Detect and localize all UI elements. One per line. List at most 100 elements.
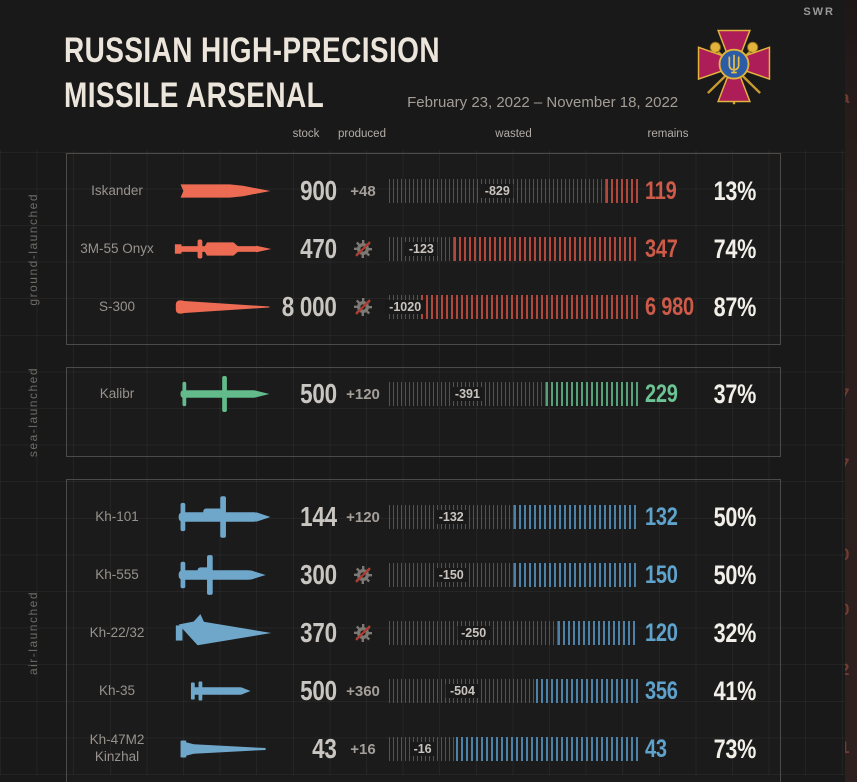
produced-value: +16	[350, 740, 376, 758]
group-label: ground-launched	[26, 192, 40, 306]
remains-hatch	[453, 237, 638, 261]
remains-hatch	[513, 563, 638, 588]
group-panel: Kalibr 500 +120 -391 229 37%	[66, 367, 781, 458]
remains-hatch	[456, 737, 638, 762]
missile-name: Kh-555	[95, 566, 139, 582]
missile-row: Kh-101 144 +120 -132 132 50%	[67, 488, 780, 546]
missile-name: 3M-55 Onyx	[80, 240, 154, 256]
produced-value: +120	[346, 508, 380, 526]
missile-row: Iskander 900 +48 -829 119 13%	[67, 162, 780, 220]
remains-percent: 73%	[713, 733, 756, 764]
no-production-gear-icon	[354, 624, 372, 643]
missile-row: Kh-35 500 +360 -504 356 41%	[67, 662, 780, 720]
remains-value: 6 980	[645, 292, 694, 321]
remains-percent: 87%	[713, 291, 756, 322]
stock-value: 300	[300, 559, 337, 591]
missile-name: Kh-22/32	[89, 624, 145, 640]
wasted-remains-bar: -123	[389, 236, 638, 262]
group-panel: Iskander 900 +48 -829 119 13% 3M-55 Onyx 470 -12…	[66, 153, 781, 345]
group-ground-launched: ground-launched Iskander 900 +48 -829 119 13% 3…	[0, 153, 857, 345]
missile-row: Kh-22/32 370 -250 120 32%	[67, 604, 780, 662]
stock-value: 370	[300, 617, 337, 649]
remains-percent: 37%	[713, 378, 756, 409]
remains-percent: 50%	[713, 559, 756, 590]
remains-value: 120	[645, 618, 678, 647]
remains-value: 132	[645, 502, 678, 531]
stock-value: 144	[300, 501, 337, 533]
page-header: RUSSIAN HIGH-PRECISION MISSILE ARSENAL F…	[64, 28, 857, 118]
missile-name: Kh-47M2 Kinzhal	[89, 732, 145, 765]
no-production-gear-icon	[354, 240, 372, 258]
wasted-value: -16	[409, 742, 436, 757]
missile-name: Kh-35	[98, 682, 136, 698]
produced-value	[337, 622, 389, 644]
missile-row: Kh-555 300 -150 150 50%	[67, 546, 780, 604]
kinzhal-missile-icon	[167, 727, 277, 771]
missile-row: 3M-55 Onyx 470 -123 347 74%	[67, 220, 780, 278]
stock-value: 470	[300, 233, 337, 264]
col-header-remains: remains	[647, 128, 689, 140]
wasted-value: -504	[445, 684, 479, 699]
wasted-value: -829	[480, 184, 514, 198]
edge-fragment: 1	[845, 738, 849, 758]
remains-hatch	[421, 295, 638, 319]
missile-name: Kalibr	[99, 385, 135, 401]
group-air-launched: air-launched Kh-101 144 +120 -132 132 50% Kh-55…	[0, 479, 857, 782]
produced-value	[337, 238, 389, 260]
missile-groups: ground-launched Iskander 900 +48 -829 119 13% 3…	[0, 153, 857, 782]
wasted-remains-bar: -1020	[385, 294, 638, 320]
missile-name: Kh-101	[95, 508, 139, 524]
missile-row: Kalibr 500 +120 -391 229 37%	[67, 368, 780, 420]
ukraine-armed-forces-emblem-icon	[692, 22, 776, 115]
group-label: sea-launched	[26, 367, 40, 458]
edge-fragment: a	[845, 88, 849, 108]
wasted-remains-bar: -829	[389, 178, 638, 204]
group-label: air-launched	[26, 591, 40, 676]
remains-percent: 50%	[713, 501, 756, 532]
group-panel: Kh-101 144 +120 -132 132 50% Kh-555 300 -150 150 5…	[66, 479, 781, 782]
s300-missile-icon	[167, 285, 277, 329]
col-header-stock: stock	[292, 128, 320, 140]
remains-percent: 74%	[713, 233, 756, 264]
wasted-value: -123	[404, 242, 438, 256]
edge-fragment: 7	[845, 455, 849, 475]
wasted-value: -250	[457, 626, 491, 641]
page-title-line1: RUSSIAN HIGH-PRECISION	[64, 31, 440, 70]
remains-value: 356	[645, 676, 678, 705]
kh555-missile-icon	[167, 553, 277, 597]
stock-value: 500	[300, 378, 337, 409]
kalibr-missile-icon	[167, 372, 277, 416]
date-range: February 23, 2022 – November 18, 2022	[407, 94, 679, 111]
produced-value: +48	[350, 182, 376, 200]
remains-hatch	[558, 621, 638, 646]
wasted-remains-bar: -16	[389, 736, 638, 762]
remains-value: 119	[645, 176, 677, 205]
kh2232-missile-icon	[167, 611, 277, 655]
remains-percent: 13%	[713, 175, 756, 206]
edge-fragment: 7	[845, 385, 849, 405]
wasted-remains-bar: -250	[389, 620, 638, 646]
stock-value: 8 000	[282, 291, 337, 322]
wasted-remains-bar: -504	[389, 678, 638, 704]
remains-hatch	[605, 179, 638, 203]
missile-name: Iskander	[91, 182, 143, 198]
remains-hatch	[535, 679, 638, 704]
produced-value	[337, 296, 389, 318]
remains-percent: 32%	[713, 617, 756, 648]
stock-value: 900	[300, 175, 337, 206]
adjacent-graphic-sliver: a 7 7 0 0 2 1	[845, 0, 857, 782]
wasted-remains-bar: -132	[389, 504, 638, 530]
no-production-gear-icon	[354, 298, 372, 316]
remains-value: 347	[645, 234, 678, 263]
remains-value: 229	[645, 379, 678, 408]
remains-value: 43	[645, 734, 667, 763]
swr-logo: SWR	[803, 6, 835, 18]
remains-percent: 41%	[713, 675, 756, 706]
edge-fragment: 0	[845, 545, 849, 565]
missile-row: S-300 8 000 -1020 6 980 87%	[67, 278, 780, 336]
stock-value: 500	[300, 675, 337, 707]
produced-value: +120	[346, 385, 380, 403]
col-header-produced: produced	[338, 128, 386, 140]
stock-value: 43	[312, 733, 338, 765]
no-production-gear-icon	[354, 566, 372, 585]
